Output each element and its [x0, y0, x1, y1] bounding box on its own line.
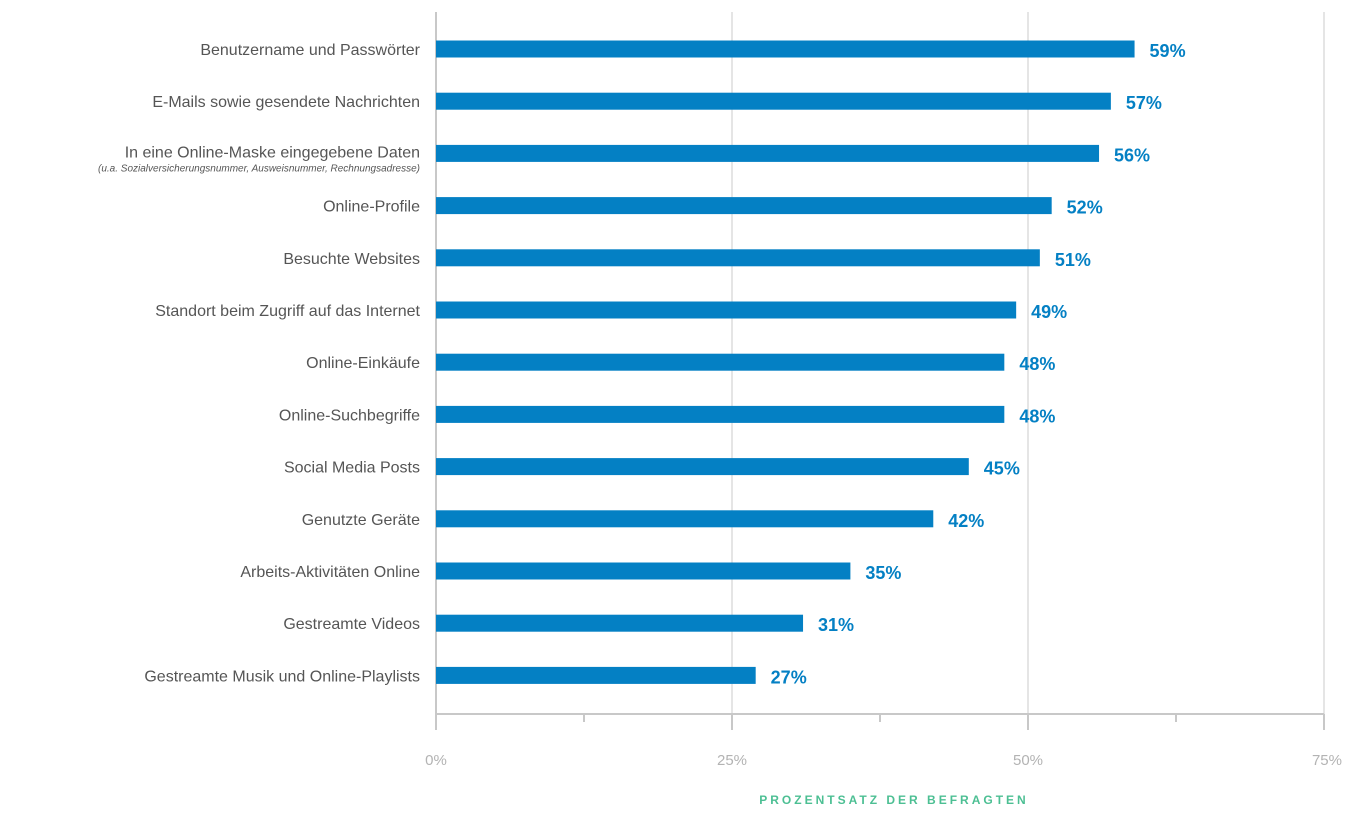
category-label: Social Media Posts: [284, 460, 420, 477]
bar: [436, 510, 934, 528]
value-label: 52%: [1067, 198, 1103, 218]
x-axis-title-wrap: PROZENTSATZ DER BEFRAGTEN: [0, 793, 1353, 807]
x-tick-label: 50%: [1013, 752, 1043, 769]
bar: [436, 405, 1005, 423]
value-label: 57%: [1126, 93, 1162, 113]
category-label: E-Mails sowie gesendete Nachrichten: [152, 94, 420, 111]
x-tick-label: 0%: [425, 752, 447, 769]
value-label: 31%: [818, 615, 854, 635]
category-labels: Benutzername und Passwörter E-Mails sowie…: [98, 42, 421, 685]
bar: [436, 92, 1111, 110]
category-label: Online-Suchbegriffe: [279, 407, 420, 424]
bar: [436, 249, 1040, 267]
category-label: Online-Profile: [323, 199, 420, 216]
bar: [436, 458, 969, 476]
bars: [436, 40, 1135, 684]
x-tick-label: 25%: [717, 752, 747, 769]
value-label: 49%: [1031, 302, 1067, 322]
category-label: Gestreamte Musik und Online-Playlists: [144, 668, 420, 685]
bar: [436, 40, 1135, 58]
bar: [436, 614, 804, 632]
value-label: 48%: [1019, 354, 1055, 374]
category-label: Genutzte Geräte: [302, 512, 420, 529]
bar: [436, 197, 1052, 215]
category-label: Benutzername und Passwörter: [200, 42, 420, 59]
bar: [436, 144, 1100, 162]
category-label: In eine Online-Maske eingegebene Daten: [125, 144, 420, 161]
category-label: Online-Einkäufe: [306, 355, 420, 372]
x-axis: [435, 713, 1325, 730]
value-label: 45%: [984, 459, 1020, 479]
bar: [436, 666, 756, 684]
category-label: Gestreamte Videos: [283, 616, 420, 633]
x-axis-title: PROZENTSATZ DER BEFRAGTEN: [759, 793, 1029, 807]
bar: [436, 562, 851, 580]
bar: [436, 301, 1017, 319]
value-label: 59%: [1150, 41, 1186, 61]
value-label: 35%: [865, 563, 901, 583]
category-label: Besuchte Websites: [283, 251, 420, 268]
bar: [436, 353, 1005, 371]
tick-labels: 0% 25% 50% 75%: [425, 752, 1342, 769]
category-note: (u.a. Sozialversicherungsnummer, Ausweis…: [98, 163, 420, 174]
value-label: 27%: [771, 667, 807, 687]
x-tick-label: 75%: [1312, 752, 1342, 769]
category-label: Arbeits-Aktivitäten Online: [240, 564, 420, 581]
value-label: 48%: [1019, 406, 1055, 426]
value-label: 56%: [1114, 145, 1150, 165]
value-labels: 59% 57% 56% 52% 51% 49% 48% 48% 45% 42% 35% 31% 27%: [771, 41, 1186, 687]
value-label: 51%: [1055, 250, 1091, 270]
value-label: 42%: [948, 511, 984, 531]
category-label: Standort beim Zugriff auf das Internet: [155, 303, 420, 320]
